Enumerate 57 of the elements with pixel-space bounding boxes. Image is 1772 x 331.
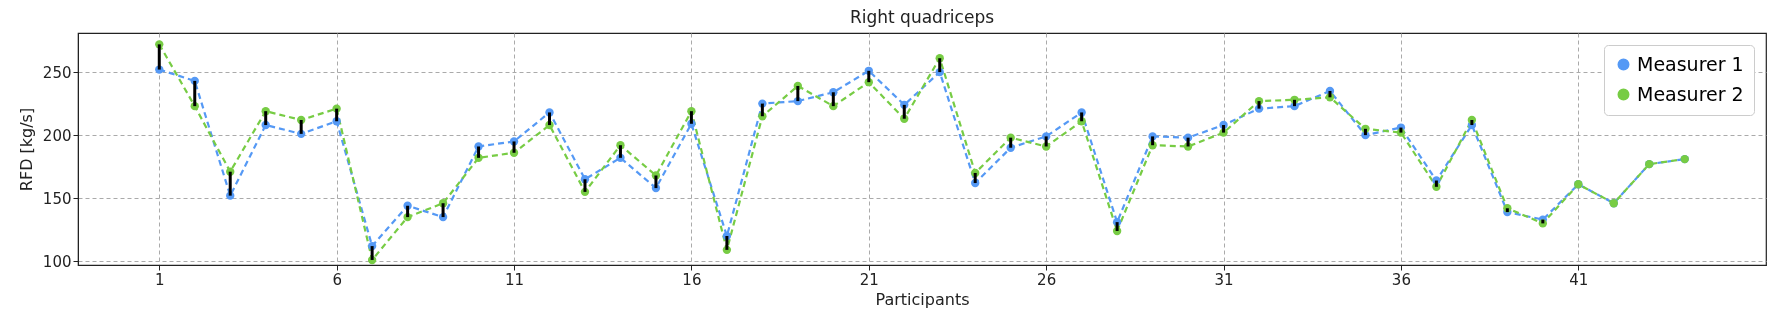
- bar: [1151, 136, 1155, 146]
- bar: [299, 120, 303, 134]
- bar: [902, 104, 906, 119]
- x-tick-label: 6: [332, 270, 342, 289]
- x-tick-label: 26: [1037, 270, 1057, 289]
- bar: [796, 85, 800, 102]
- legend-label: Measurer 2: [1637, 82, 1744, 105]
- bar: [406, 205, 410, 218]
- bar: [548, 112, 552, 126]
- x-axis-title: Participants: [875, 289, 970, 309]
- bar: [157, 44, 161, 70]
- y-tick-label: 200: [42, 126, 72, 145]
- bar: [831, 92, 835, 107]
- bar: [441, 203, 445, 218]
- legend-label: Measurer 1: [1637, 52, 1744, 75]
- bar: [228, 171, 232, 196]
- y-tick-label: 250: [42, 63, 72, 82]
- bar: [264, 111, 268, 126]
- y-axis-title: RFD [kg/s]: [16, 107, 36, 192]
- x-tick-label: 11: [504, 270, 525, 289]
- bar: [1222, 125, 1226, 133]
- x-tick-label: 31: [1214, 270, 1234, 289]
- bar: [1505, 208, 1509, 213]
- bar: [1399, 127, 1403, 133]
- bar: [370, 246, 374, 260]
- bar: [689, 111, 693, 124]
- x-tick-label: 16: [682, 270, 702, 289]
- bar: [1009, 137, 1013, 148]
- bar: [867, 70, 871, 83]
- bar: [512, 141, 516, 153]
- bar: [938, 58, 942, 73]
- bar: [1080, 112, 1084, 122]
- y-tick-label: 100: [42, 252, 72, 271]
- bar: [1257, 101, 1261, 109]
- chart-title: Right quadriceps: [849, 7, 995, 27]
- x-tick-label: 36: [1391, 270, 1411, 289]
- bar: [725, 236, 729, 250]
- bar: [1292, 99, 1296, 107]
- bar: [1186, 137, 1190, 147]
- bar: [760, 103, 764, 117]
- bar: [973, 172, 977, 184]
- bar: [1328, 91, 1332, 98]
- bar: [1363, 128, 1367, 136]
- bar: [1470, 120, 1474, 126]
- bar: [1434, 180, 1438, 187]
- y-tick-label: 150: [42, 189, 72, 208]
- bar: [1044, 136, 1048, 147]
- bar: [654, 175, 658, 189]
- bar: [477, 146, 481, 158]
- x-tick-label: 41: [1569, 270, 1589, 289]
- bar: [1115, 222, 1119, 231]
- x-tick-label: 21: [859, 270, 879, 289]
- bar: [618, 145, 622, 158]
- x-tick-label: 1: [155, 270, 165, 289]
- bar: [335, 108, 339, 122]
- bar: [583, 179, 587, 192]
- bar: [193, 80, 197, 107]
